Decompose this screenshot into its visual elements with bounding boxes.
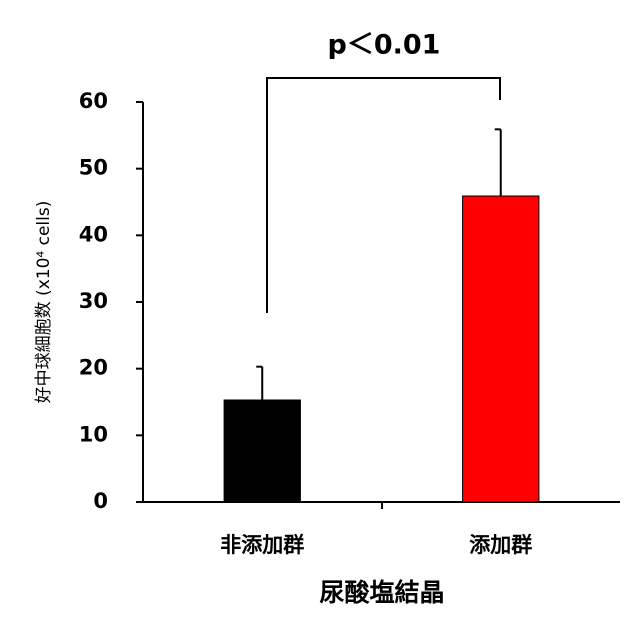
y-axis-title: 好中球細胞数 (x10⁴ cells) (34, 201, 54, 404)
annotation: p＜0.01 (328, 30, 441, 61)
y-tick-label: 0 (93, 489, 108, 513)
y-tick-label: 30 (79, 289, 108, 313)
significance-bracket (266, 77, 501, 313)
x-tick-label: 添加群 (469, 533, 532, 557)
y-tick-label: 10 (79, 422, 108, 446)
y-tick-label: 20 (79, 356, 108, 380)
y-tick-label: 40 (79, 222, 108, 246)
y-tick-label: 50 (79, 156, 108, 180)
bar (223, 399, 301, 503)
y-tick-label: 60 (79, 89, 108, 113)
x-tick-label: 非添加群 (220, 533, 304, 557)
x-axis-title: 尿酸塩結晶 (319, 578, 444, 607)
bar (462, 195, 540, 503)
